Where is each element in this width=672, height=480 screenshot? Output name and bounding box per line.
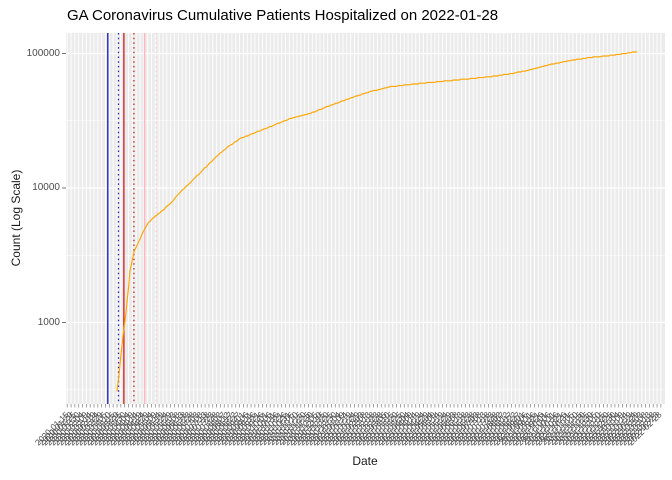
- vertical-gridlines: [66, 33, 662, 404]
- hospitalized-series-line: [116, 51, 638, 392]
- y-tick-marks: [62, 53, 66, 323]
- x-tick-marks: [66, 404, 662, 408]
- chart-title: GA Coronavirus Cumulative Patients Hospi…: [67, 7, 499, 24]
- horizontal-gridlines: [66, 52, 665, 391]
- x-axis-title: Date: [352, 454, 378, 468]
- y-tick-label: 100000: [26, 47, 60, 59]
- y-tick-label: 10000: [32, 182, 60, 193]
- y-tick-label: 1000: [37, 316, 60, 328]
